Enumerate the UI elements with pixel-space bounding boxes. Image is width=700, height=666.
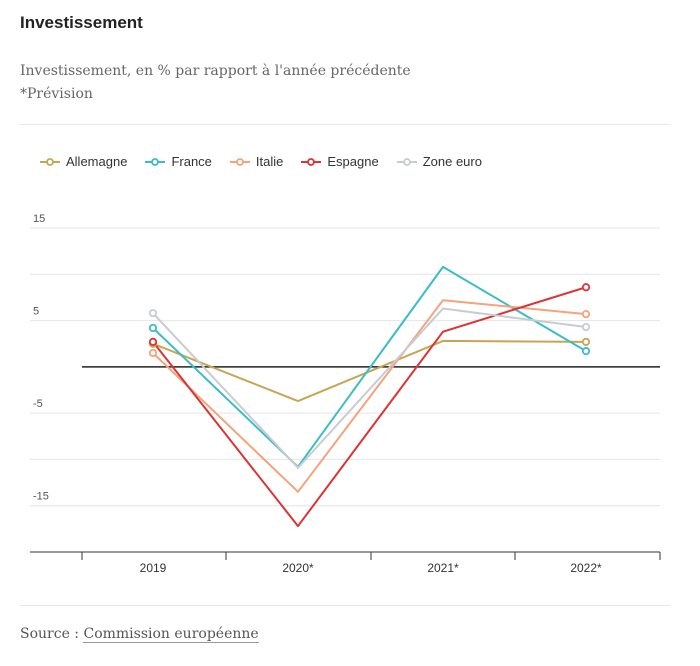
chart-title: Investissement bbox=[20, 13, 143, 32]
y-tick-label: -5 bbox=[33, 398, 43, 410]
data-point-italie bbox=[148, 348, 158, 358]
data-point-zone-euro bbox=[148, 309, 158, 318]
x-tick-label: 2021* bbox=[427, 561, 459, 575]
data-point-zone-euro bbox=[581, 322, 591, 332]
chart-legend: Allemagne France Italie Espagne Zone euro bbox=[40, 154, 482, 169]
series-line-italie bbox=[152, 299, 587, 493]
legend-label: Italie bbox=[255, 154, 284, 169]
legend-key-icon bbox=[40, 157, 60, 166]
legend-label: France bbox=[171, 154, 212, 169]
legend-key-icon bbox=[301, 157, 322, 166]
legend-item-zone-euro: Zone euro bbox=[396, 154, 482, 169]
data-point-france bbox=[581, 347, 591, 356]
x-tick-label: 2022* bbox=[570, 561, 602, 575]
legend-key-icon bbox=[396, 157, 417, 166]
series-line-zone-euro bbox=[152, 307, 587, 469]
bottom-divider bbox=[20, 605, 670, 606]
chart-subtitle: Investissement, en % par rapport à l'ann… bbox=[20, 60, 411, 106]
subtitle-line-forecast-note: *Prévision bbox=[20, 86, 93, 102]
legend-item-italie: Italie bbox=[229, 154, 284, 169]
x-tick-label: 2019 bbox=[140, 561, 167, 575]
x-tick-label: 2020* bbox=[282, 561, 314, 575]
legend-label: Zone euro bbox=[422, 154, 482, 169]
data-point-espagne bbox=[148, 337, 158, 346]
series-line-allemagne bbox=[152, 339, 587, 403]
data-point-italie bbox=[581, 309, 591, 319]
legend-item-france: France bbox=[145, 154, 212, 169]
data-point-france bbox=[148, 323, 158, 333]
source-link[interactable]: Commission européenne bbox=[83, 626, 259, 643]
line-chart: 15 5 -5 -15 2019 2020* 2021* 2022* bbox=[30, 213, 661, 575]
y-tick-label: 15 bbox=[33, 213, 45, 225]
legend-item-allemagne: Allemagne bbox=[40, 154, 127, 169]
top-divider bbox=[20, 124, 670, 125]
source-prefix: Source : bbox=[20, 626, 80, 642]
y-tick-label: 5 bbox=[33, 306, 39, 318]
legend-item-espagne: Espagne bbox=[301, 154, 379, 169]
legend-label: Espagne bbox=[327, 154, 379, 169]
data-point-allemagne bbox=[581, 337, 591, 346]
legend-key-icon bbox=[145, 157, 166, 166]
legend-key-icon bbox=[229, 157, 250, 166]
series-line-espagne bbox=[152, 286, 587, 528]
legend-label: Allemagne bbox=[66, 154, 128, 169]
y-tick-label: -15 bbox=[33, 491, 49, 503]
source-note: Source : Commission européenne bbox=[20, 626, 259, 643]
data-point-espagne bbox=[581, 283, 591, 292]
subtitle-line-description: Investissement, en % par rapport à l'ann… bbox=[20, 63, 411, 79]
